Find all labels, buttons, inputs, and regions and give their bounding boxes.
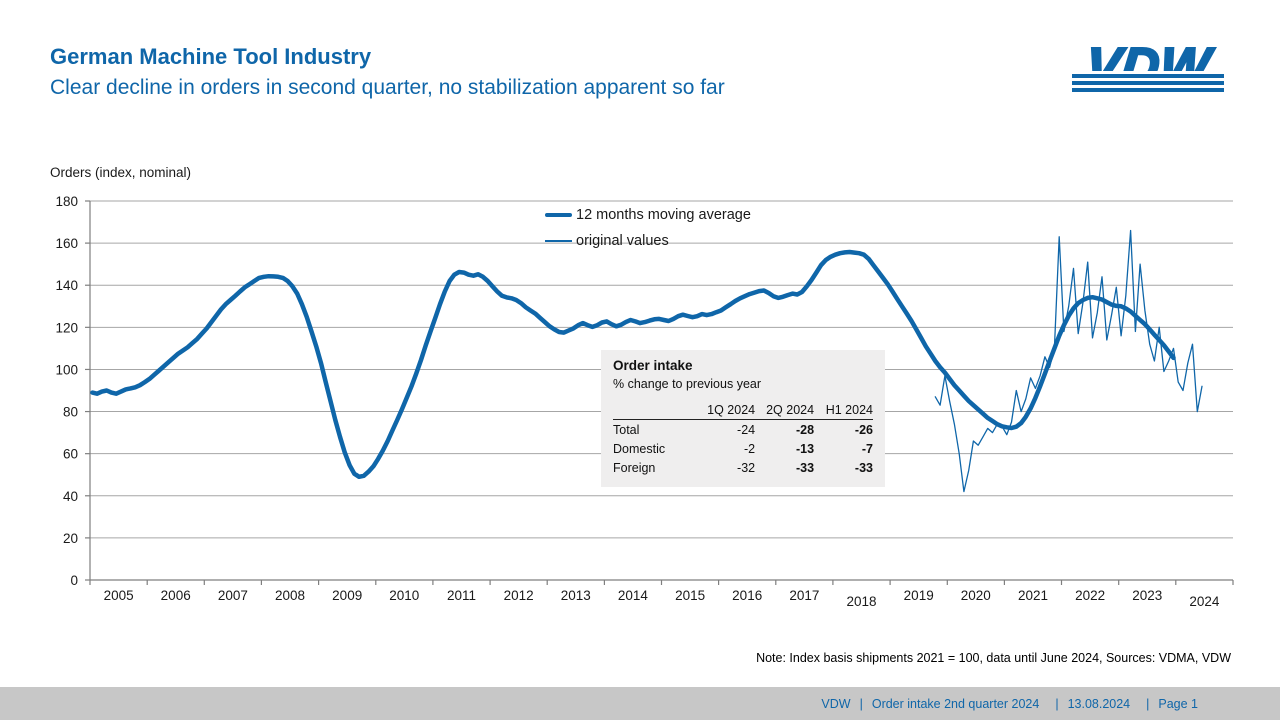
logo-white-stripe <box>1066 77 1237 81</box>
order-intake-table: Order intake % change to previous year 1… <box>601 350 885 487</box>
y-tick-label: 140 <box>55 278 78 293</box>
row-label: Domestic <box>613 441 666 456</box>
x-tick-label: 2009 <box>332 588 362 603</box>
logo-white-stripe <box>1066 91 1237 95</box>
x-tick-label: 2018 <box>846 594 876 609</box>
col-header: H1 2024 <box>814 400 873 420</box>
legend-item-moving-average: 12 months moving average <box>545 202 751 228</box>
x-tick-label: 2012 <box>504 588 534 603</box>
row-label: Foreign <box>613 460 656 475</box>
legend-item-original-values: original values <box>545 228 751 254</box>
x-tick-label: 2023 <box>1132 588 1162 603</box>
cell: -32 <box>737 460 756 475</box>
row-label: Total <box>613 422 640 437</box>
legend-label: original values <box>576 233 669 249</box>
page-subtitle: Clear decline in orders in second quarte… <box>50 76 725 99</box>
x-tick-label: 2008 <box>275 588 305 603</box>
y-tick-label: 100 <box>55 362 78 377</box>
x-tick-label: 2016 <box>732 588 762 603</box>
x-tick-label: 2015 <box>675 588 705 603</box>
table-row: Total -24 -28 -26 <box>613 420 873 440</box>
footnote: Note: Index basis shipments 2021 = 100, … <box>756 651 1231 665</box>
footer-item: Page 1 <box>1158 696 1198 711</box>
table-subtitle: % change to previous year <box>613 377 762 391</box>
legend-thick-line-swatch <box>545 212 572 218</box>
x-tick-label: 2006 <box>161 588 191 603</box>
logo-speed-line <box>1072 74 1224 78</box>
footer-item: Order intake 2nd quarter 2024 <box>871 696 1040 711</box>
moving-average-line <box>90 249 1176 480</box>
footer-separator: | <box>859 696 863 711</box>
legend-thin-line-swatch <box>545 240 572 242</box>
x-tick-label: 2010 <box>389 588 419 603</box>
y-tick-label: 160 <box>55 236 78 251</box>
cell: -2 <box>744 441 756 456</box>
logo-speed-line <box>1072 81 1224 85</box>
cell: -7 <box>861 441 873 456</box>
col-header: 1Q 2024 <box>696 400 756 420</box>
x-tick-label: 2022 <box>1075 588 1105 603</box>
x-tick-label: 2013 <box>561 588 591 603</box>
cell: -28 <box>795 422 815 437</box>
y-tick-label: 120 <box>55 320 78 335</box>
x-tick-label: 2017 <box>789 588 819 603</box>
table-row: Domestic -2 -13 -7 <box>613 439 873 458</box>
page-title: German Machine Tool Industry <box>50 44 372 69</box>
x-tick-label: 2014 <box>618 588 649 603</box>
x-tick-label: 2007 <box>218 588 248 603</box>
cell: -33 <box>795 460 815 475</box>
table-row: Foreign -32 -33 -33 <box>613 458 873 477</box>
logo-white-stripe <box>1066 84 1237 88</box>
x-tick-label: 2021 <box>1018 588 1048 603</box>
legend-label: 12 months moving average <box>576 207 751 223</box>
original-values-line <box>934 229 1203 493</box>
x-tick-label: 2005 <box>104 588 134 603</box>
cell: -33 <box>854 460 873 475</box>
cell: -26 <box>854 422 873 437</box>
x-tick-label: 2024 <box>1189 594 1220 609</box>
cell: -13 <box>795 441 815 456</box>
table-title: Order intake <box>613 358 693 373</box>
y-tick-label: 80 <box>63 405 78 420</box>
logo-white-stripe <box>1066 70 1237 74</box>
footer-item: 13.08.2024 <box>1067 696 1131 711</box>
vdw-logo: VDW <box>1066 37 1237 97</box>
y-tick-label: 60 <box>63 447 78 462</box>
y-tick-label: 0 <box>70 573 78 588</box>
x-tick-label: 2020 <box>961 588 991 603</box>
y-axis-title: Orders (index, nominal) <box>50 165 192 180</box>
x-tick-label: 2019 <box>904 588 934 603</box>
footer-separator: | <box>1146 696 1150 711</box>
table-header-row: 1Q 2024 2Q 2024 H1 2024 <box>613 400 873 420</box>
cell: -24 <box>737 422 756 437</box>
y-tick-label: 180 <box>55 194 78 209</box>
chart-legend: 12 months moving average original values <box>545 202 751 254</box>
y-tick-label: 40 <box>63 489 78 504</box>
logo-speed-line <box>1072 88 1224 92</box>
x-tick-label: 2011 <box>447 588 476 603</box>
col-header <box>613 400 697 420</box>
y-tick-label: 20 <box>63 531 78 546</box>
col-header: 2Q 2024 <box>755 400 815 420</box>
footer-separator: | <box>1055 696 1059 711</box>
footer-bar: VDW | Order intake 2nd quarter 2024 | 13… <box>0 687 1280 720</box>
footer-item: VDW <box>821 696 851 711</box>
